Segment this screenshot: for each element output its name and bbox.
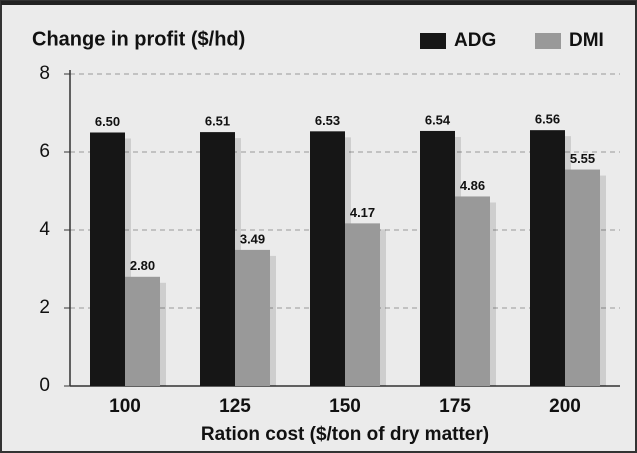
value-label: 6.56 <box>535 112 560 127</box>
bar <box>530 130 565 386</box>
legend-label: ADG <box>454 30 496 51</box>
legend-swatch <box>420 33 446 49</box>
bar <box>420 130 455 386</box>
bar <box>235 249 270 386</box>
legend-label: DMI <box>569 30 604 51</box>
chart-title: Change in profit ($/hd) <box>32 28 245 50</box>
value-label: 6.54 <box>425 112 451 127</box>
bar <box>125 276 160 386</box>
bar <box>90 132 125 386</box>
x-tick-label: 100 <box>109 396 141 417</box>
bar <box>310 131 345 386</box>
bar <box>200 132 235 386</box>
bar <box>565 169 600 386</box>
value-label: 4.17 <box>350 205 375 220</box>
y-tick-label: 6 <box>39 141 50 162</box>
value-label: 6.50 <box>95 114 120 129</box>
y-tick-label: 4 <box>39 219 50 240</box>
value-label: 3.49 <box>240 231 265 246</box>
value-label: 2.80 <box>130 258 155 273</box>
x-tick-label: 175 <box>439 396 471 417</box>
x-axis-label: Ration cost ($/ton of dry matter) <box>201 424 489 445</box>
legend-swatch <box>535 33 561 49</box>
value-label: 6.53 <box>315 113 340 128</box>
y-tick-label: 8 <box>39 63 50 84</box>
x-tick-label: 200 <box>549 396 581 417</box>
bar <box>345 223 380 386</box>
value-label: 4.86 <box>460 178 485 193</box>
value-label: 6.51 <box>205 114 230 129</box>
bar <box>455 196 490 386</box>
y-tick-label: 2 <box>39 297 50 318</box>
x-tick-label: 125 <box>219 396 251 417</box>
x-tick-label: 150 <box>329 396 361 417</box>
value-label: 5.55 <box>570 151 595 166</box>
y-tick-label: 0 <box>39 375 50 396</box>
